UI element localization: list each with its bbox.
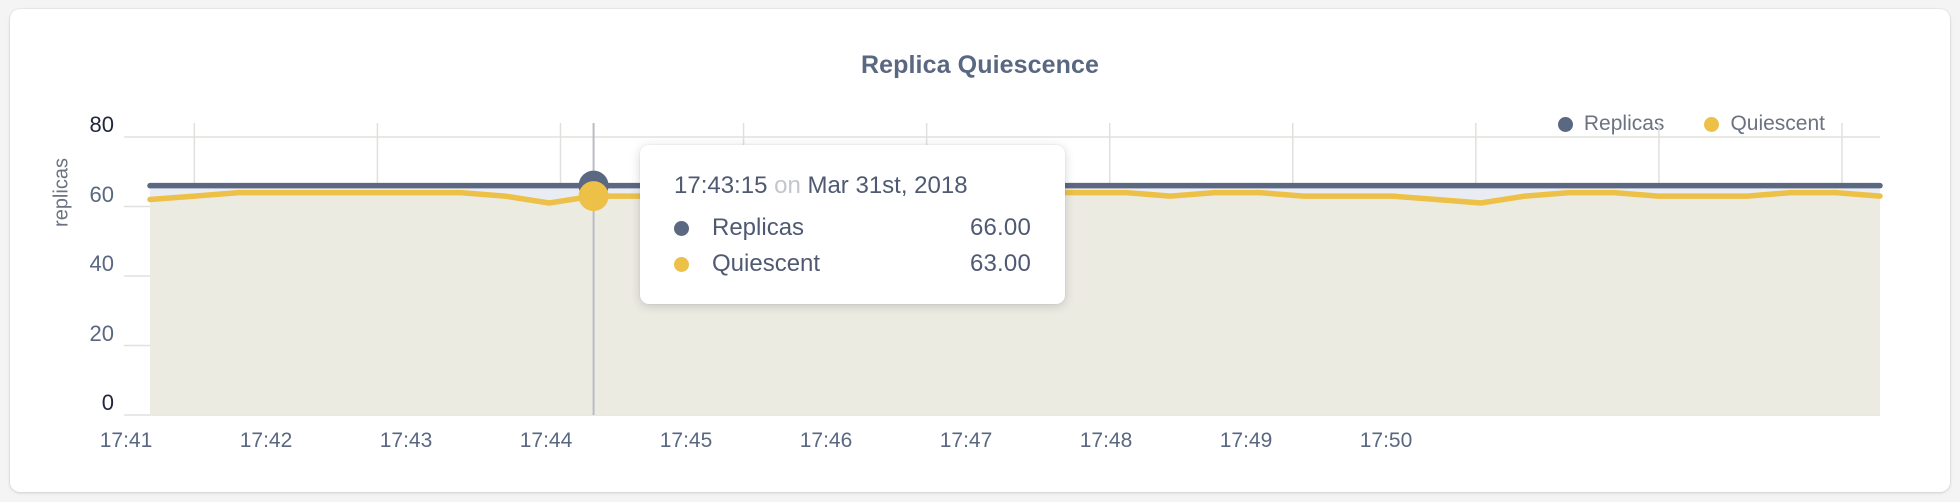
tooltip-series-name: Replicas: [712, 214, 805, 241]
series-dot-icon: [1704, 116, 1720, 132]
y-axis-tick: 0: [101, 390, 114, 415]
y-axis-tick: 20: [89, 321, 114, 346]
x-axis-tick: 17:43: [379, 429, 433, 452]
legend-label: Quiescent: [1730, 112, 1825, 135]
tooltip-time: 17:43:15: [674, 172, 768, 199]
chart-legend: Replicas Quiescent: [1557, 112, 1825, 136]
x-axis-tick: 17:44: [519, 429, 573, 452]
chart-card: Replica Quiescence Replicas Quiescent re…: [10, 9, 1950, 492]
tooltip-series-value: 66.00: [969, 214, 1031, 241]
x-axis-tick: 17:45: [659, 429, 713, 452]
legend-item-quiescent[interactable]: Quiescent: [1704, 112, 1825, 136]
series-dot-icon: [1557, 116, 1573, 132]
tooltip-timestamp: 17:43:15 on Mar 31st, 2018: [674, 172, 1031, 200]
hover-markers: [578, 170, 609, 212]
tooltip-row-quiescent: Quiescent 63.00: [674, 250, 1031, 278]
x-axis-tick: 17:50: [1359, 429, 1413, 452]
legend-label: Replicas: [1583, 112, 1665, 135]
tooltip-series-value: 63.00: [969, 250, 1031, 277]
x-axis-tick: 17:49: [1219, 429, 1273, 452]
page-title: Replica Quiescence: [860, 51, 1100, 79]
x-axis-tick: 17:48: [1079, 429, 1133, 452]
y-axis-tick: 60: [89, 182, 114, 207]
tooltip-series-name: Quiescent: [712, 250, 821, 277]
tooltip-date: Mar 31st, 2018: [807, 172, 968, 199]
tooltip-on-word: on: [774, 172, 801, 199]
x-axis-tick: 17:42: [239, 429, 293, 452]
series-dot-icon: [674, 220, 689, 236]
legend-item-replicas[interactable]: Replicas: [1557, 112, 1665, 136]
hover-tooltip: 17:43:15 on Mar 31st, 2018 Replicas 66.0…: [640, 145, 1065, 304]
y-axis-tick: 40: [89, 251, 114, 276]
series-dot-icon: [674, 256, 689, 272]
x-axis-tick: 17:41: [99, 429, 153, 452]
x-axis-tick: 17:46: [799, 429, 853, 452]
y-axis-tick: 80: [89, 112, 114, 137]
x-axis-tick: 17:47: [939, 429, 993, 452]
tooltip-row-replicas: Replicas 66.00: [674, 214, 1031, 242]
